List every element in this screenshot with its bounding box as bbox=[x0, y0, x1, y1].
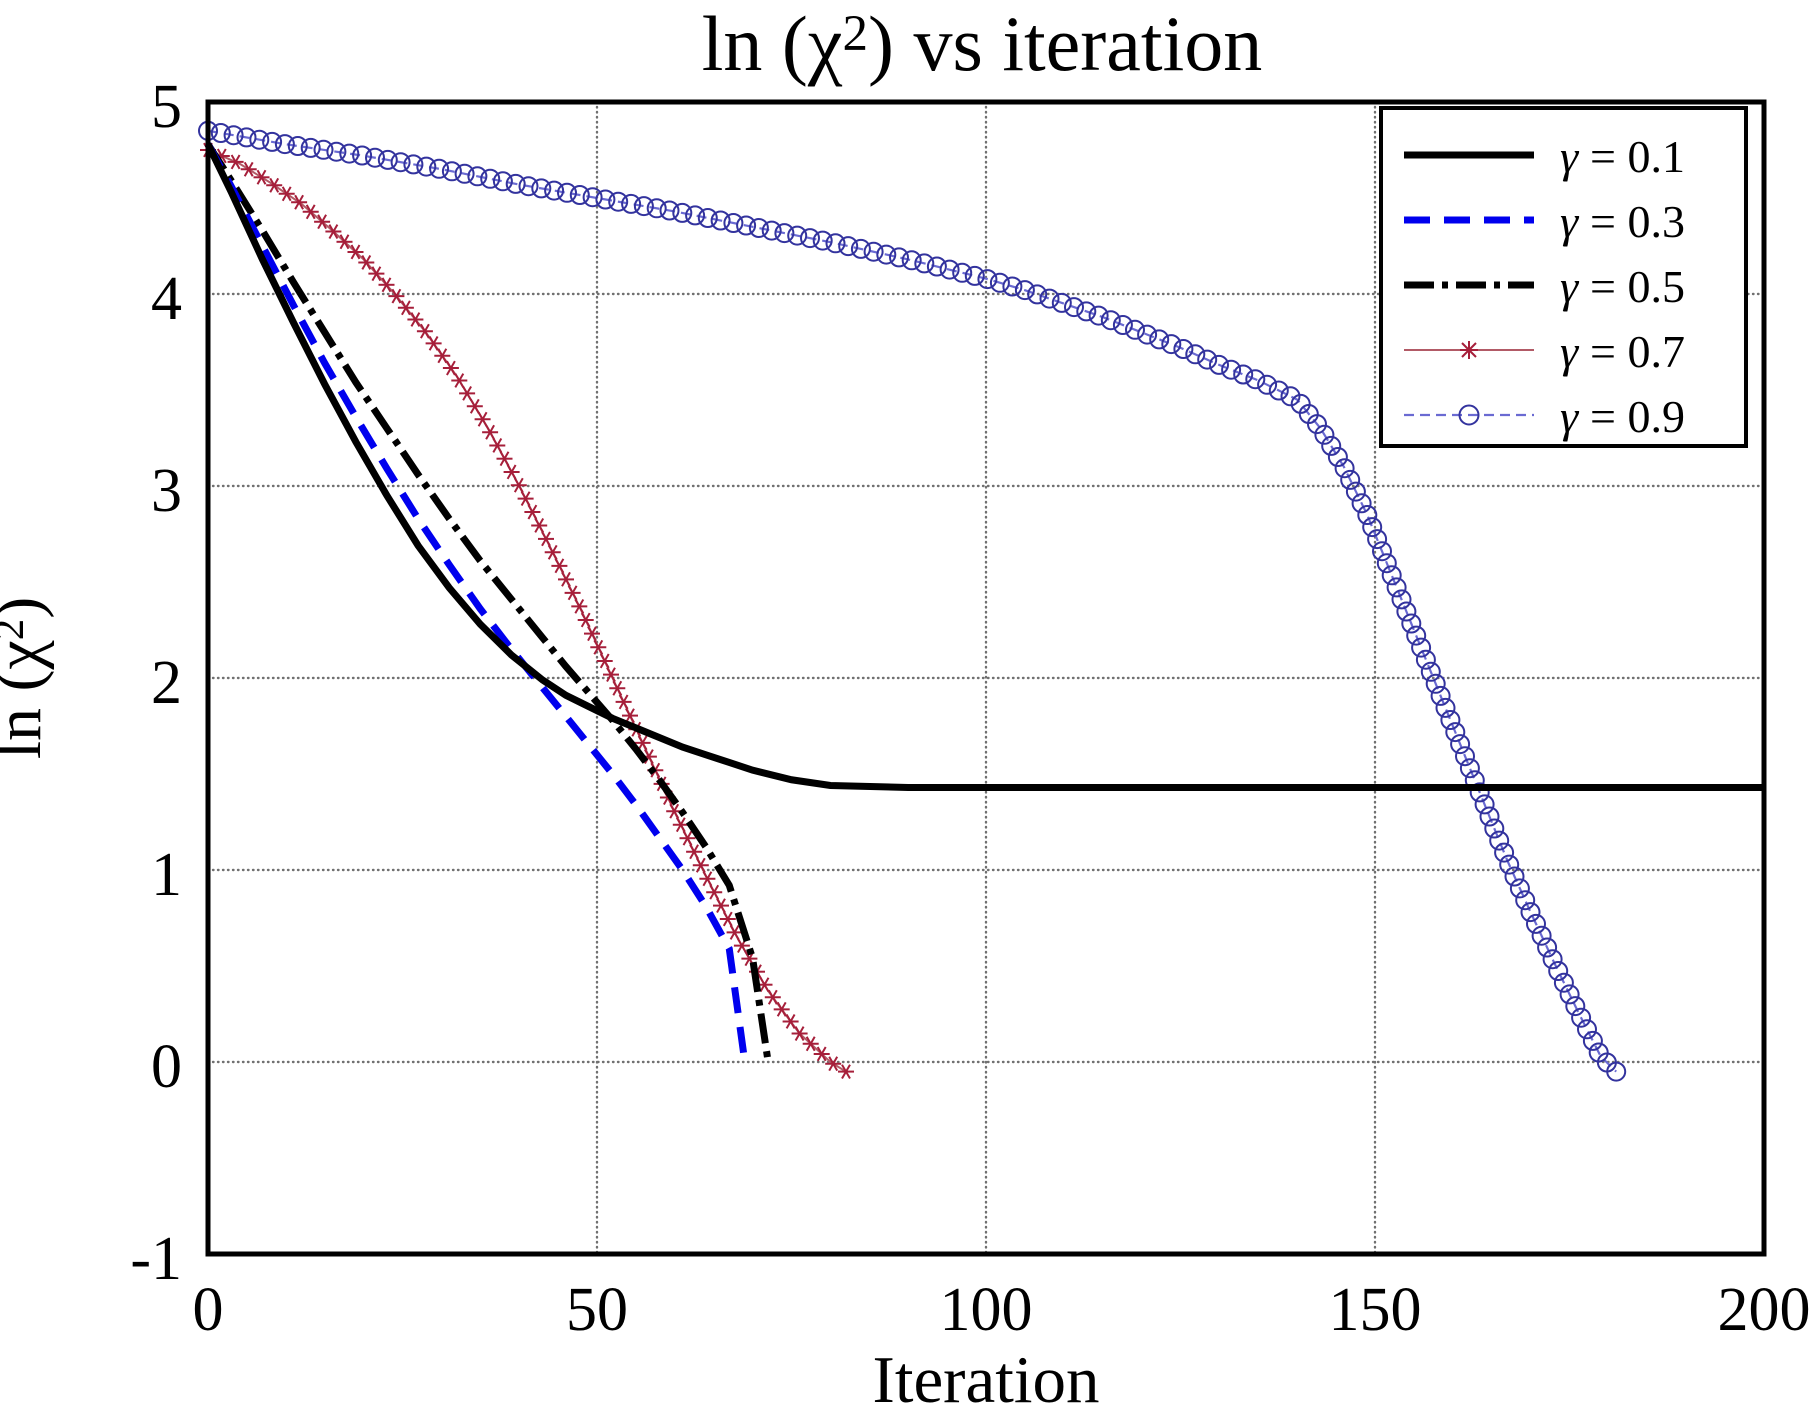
svg-text:150: 150 bbox=[1329, 1276, 1422, 1344]
svg-text:= 0.1: = 0.1 bbox=[1590, 131, 1685, 182]
svg-text:100: 100 bbox=[940, 1276, 1033, 1344]
svg-text:1: 1 bbox=[151, 841, 182, 909]
svg-text:5: 5 bbox=[151, 73, 182, 141]
svg-text:γ: γ bbox=[1560, 391, 1580, 442]
svg-text:4: 4 bbox=[151, 265, 182, 333]
svg-text:200: 200 bbox=[1718, 1276, 1811, 1344]
svg-text:γ: γ bbox=[1560, 261, 1580, 312]
svg-text:ln (χ2) vs iteration: ln (χ2) vs iteration bbox=[702, 0, 1263, 87]
svg-text:= 0.7: = 0.7 bbox=[1590, 326, 1685, 377]
svg-text:2: 2 bbox=[151, 649, 182, 717]
svg-text:γ: γ bbox=[1560, 196, 1580, 247]
svg-text:= 0.3: = 0.3 bbox=[1590, 196, 1685, 247]
svg-text:γ: γ bbox=[1560, 131, 1580, 182]
svg-text:3: 3 bbox=[151, 457, 182, 525]
svg-text:γ: γ bbox=[1560, 326, 1580, 377]
svg-text:Iteration: Iteration bbox=[873, 1343, 1100, 1417]
svg-text:50: 50 bbox=[566, 1276, 628, 1344]
svg-text:= 0.9: = 0.9 bbox=[1590, 391, 1685, 442]
svg-text:0: 0 bbox=[193, 1276, 224, 1344]
svg-text:= 0.5: = 0.5 bbox=[1590, 261, 1685, 312]
svg-text:0: 0 bbox=[151, 1033, 182, 1101]
svg-text:-1: -1 bbox=[130, 1225, 182, 1293]
